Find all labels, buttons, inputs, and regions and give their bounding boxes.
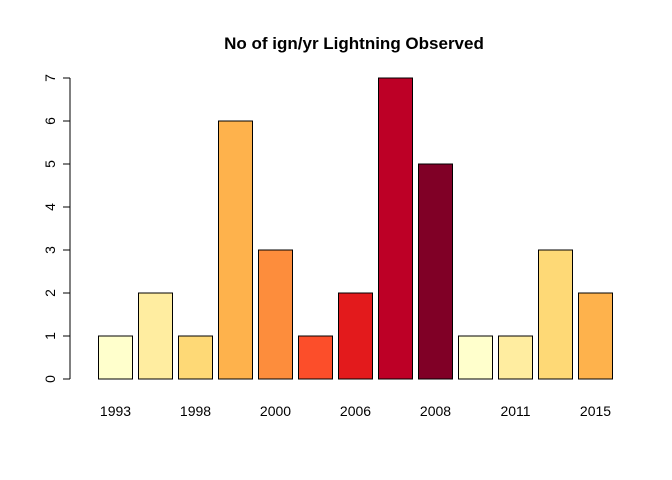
bar [498,335,533,380]
y-tick-label: 7 [42,74,58,82]
bar [578,292,613,380]
bar [258,249,293,380]
bar [538,249,573,380]
chart-title: No of ign/yr Lightning Observed [224,34,484,53]
y-tick-label: 1 [42,332,58,340]
y-axis: 0 1 2 3 4 5 6 7 [42,74,71,383]
x-tick-label: 2015 [580,403,611,419]
y-tick-label: 0 [42,375,58,383]
y-tick-label: 3 [42,246,58,254]
bar [138,292,173,380]
x-tick-label: 1998 [180,403,211,419]
bar [378,77,413,380]
bar [418,163,453,380]
bar [178,335,213,380]
x-axis-labels: 1993 1998 2000 2006 2008 2011 2015 [100,403,611,419]
bar [298,335,333,380]
x-tick-label: 2008 [420,403,451,419]
bars [98,77,613,380]
bar [98,335,133,380]
x-tick-label: 1993 [100,403,131,419]
y-tick-label: 2 [42,289,58,297]
bar [218,120,253,380]
y-tick-label: 4 [42,203,58,211]
x-tick-label: 2000 [260,403,291,419]
y-tick-label: 5 [42,160,58,168]
x-tick-label: 2006 [340,403,371,419]
x-tick-label: 2011 [500,403,530,419]
bar [338,292,373,380]
y-tick-label: 6 [42,117,58,125]
bar [458,335,493,380]
